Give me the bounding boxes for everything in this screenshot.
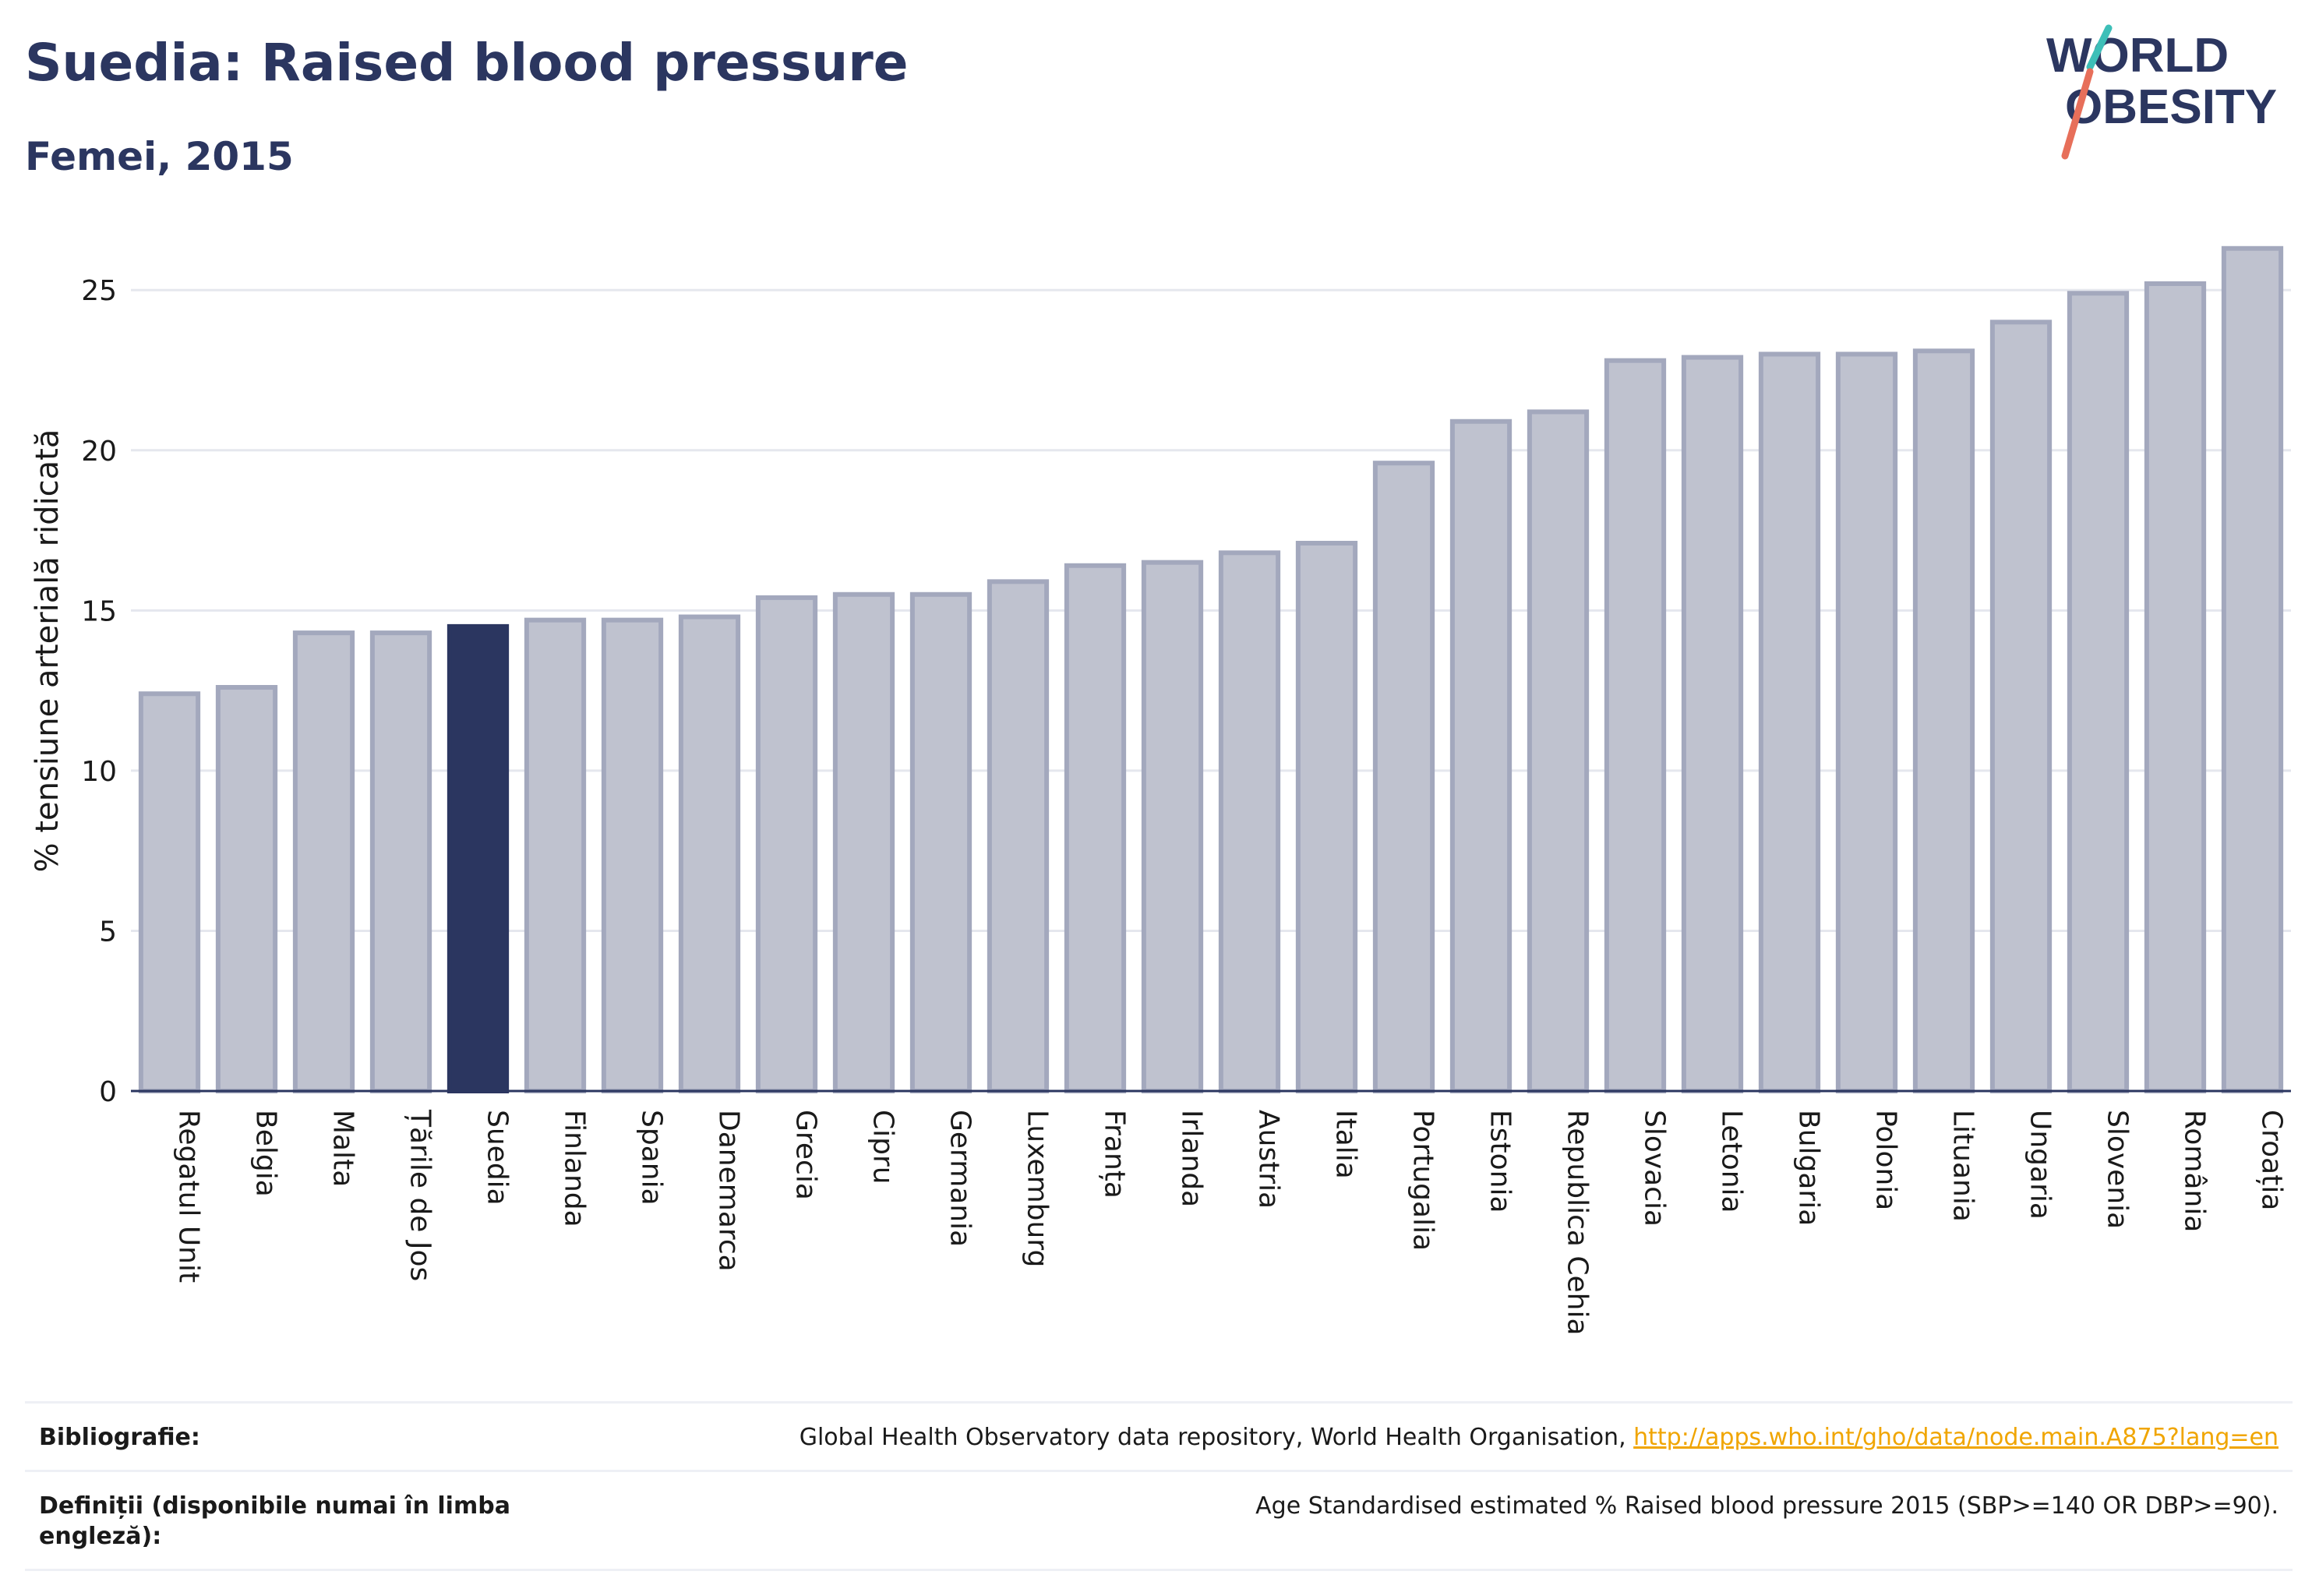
x-tick-label: România (2179, 1110, 2211, 1232)
bar-suedia (447, 623, 510, 1093)
x-tick-label: Danemarca (713, 1110, 745, 1272)
footer: Bibliografie: Global Health Observatory … (25, 1401, 2293, 1571)
footer-row-bibliography: Bibliografie: Global Health Observatory … (25, 1404, 2293, 1472)
x-tick-label: Letonia (1716, 1110, 1748, 1213)
x-tick-label: Bulgaria (1793, 1110, 1825, 1226)
bar-croa-ia (2221, 245, 2284, 1093)
bibliography-link[interactable]: http://apps.who.int/gho/data/node.main.A… (1633, 1424, 2279, 1451)
bar-austria (1218, 550, 1281, 1093)
x-tick-label: Luxemburg (1022, 1110, 1054, 1267)
x-tick-label: Belgia (250, 1110, 282, 1197)
bar-rom-nia (2144, 281, 2207, 1093)
bar-germania (909, 591, 972, 1093)
x-tick-label: Franța (1099, 1110, 1131, 1199)
bars (138, 245, 2284, 1094)
y-tick-label: 15 (81, 595, 117, 627)
x-tick-label: Austria (1253, 1110, 1285, 1209)
x-tick-label: Polonia (1870, 1110, 1902, 1210)
bar-malta (292, 630, 355, 1093)
x-tick-label: Finlanda (559, 1110, 591, 1227)
x-tick-label: Cipru (867, 1110, 899, 1185)
x-tick-label: Lituania (1947, 1110, 1979, 1222)
bar-irlanda (1141, 560, 1204, 1093)
bar-republica-cehia (1527, 409, 1590, 1093)
x-tick-label: Estonia (1484, 1110, 1516, 1213)
footer-row-definitions: Definiții (disponibile numai în limba en… (25, 1472, 2293, 1571)
y-tick-label: 20 (81, 436, 117, 468)
bar-finlanda (524, 617, 587, 1093)
bar-spania (601, 617, 664, 1093)
bar-polonia (1835, 351, 1898, 1093)
x-tick-label: Regatul Unit (173, 1110, 205, 1283)
bar-estonia (1449, 418, 1513, 1093)
definitions-label: Definiții (disponibile numai în limba en… (39, 1492, 510, 1550)
bar-lituania (1912, 348, 1975, 1094)
x-tick-label: Malta (327, 1110, 359, 1187)
x-tick-label: Italia (1330, 1110, 1362, 1179)
x-tick-label: Portugalia (1407, 1110, 1439, 1251)
bar-slovenia (2067, 291, 2130, 1094)
logo-line-1: WORLD (2046, 29, 2229, 83)
x-tick-label: Ungaria (2024, 1110, 2056, 1220)
bar-danemarca (678, 614, 741, 1093)
logo-line-2: OBESITY (2065, 80, 2277, 134)
y-tick-label: 25 (81, 275, 117, 307)
bar-chart: 0 5 10 15 20 25 Regatul Unit Belgia Malta Țările … (30, 245, 2291, 1336)
bar-cipru (832, 591, 895, 1093)
bar--rile-de-jos (369, 630, 432, 1093)
x-tick-label: Suedia (482, 1110, 514, 1206)
world-obesity-logo: WORLD OBESITY (2046, 24, 2277, 160)
x-tick-label: Slovenia (2102, 1110, 2134, 1229)
x-tick-label: Slovacia (1639, 1110, 1671, 1227)
y-tick-label: 0 (99, 1076, 117, 1108)
logo-slash-teal (2086, 24, 2113, 71)
bar-grecia (755, 595, 818, 1093)
chart-subtitle: Femei, 2015 (25, 134, 294, 179)
x-tick-label: Țările de Jos (404, 1109, 436, 1281)
bar-bulgaria (1758, 351, 1821, 1093)
chart-title: Suedia: Raised blood pressure (25, 33, 909, 93)
x-tick-label: Germania (944, 1110, 976, 1247)
x-tick-label: Croația (2256, 1110, 2288, 1210)
bar-italia (1295, 541, 1358, 1093)
bar-portugalia (1372, 461, 1435, 1093)
bar-slovacia (1604, 358, 1667, 1093)
axis-labels: 0 5 10 15 20 25 Regatul Unit Belgia Malta Țările … (81, 275, 2287, 1335)
x-tick-label: Republica Cehia (1562, 1110, 1594, 1336)
bar-ungaria (1989, 320, 2053, 1094)
bar-luxemburg (987, 579, 1050, 1093)
y-tick-label: 10 (81, 756, 117, 788)
y-axis-title: % tensiune arterială ridicată (30, 429, 65, 873)
bar-fran-a (1064, 563, 1127, 1093)
bar-regatul-unit (138, 691, 201, 1093)
bar-letonia (1681, 355, 1744, 1093)
x-tick-label: Grecia (790, 1110, 822, 1200)
bibliography-label: Bibliografie: (39, 1424, 200, 1451)
bibliography-text: Global Health Observatory data repositor… (799, 1424, 1634, 1451)
x-tick-label: Irlanda (1176, 1110, 1208, 1207)
y-tick-label: 5 (99, 916, 117, 948)
logo-slash-red (2061, 68, 2094, 160)
bar-belgia (215, 685, 278, 1093)
bibliography-value: Global Health Observatory data repositor… (800, 1422, 2279, 1453)
x-tick-label: Spania (636, 1110, 668, 1206)
definitions-value: Age Standardised estimated % Raised bloo… (1255, 1492, 2279, 1520)
